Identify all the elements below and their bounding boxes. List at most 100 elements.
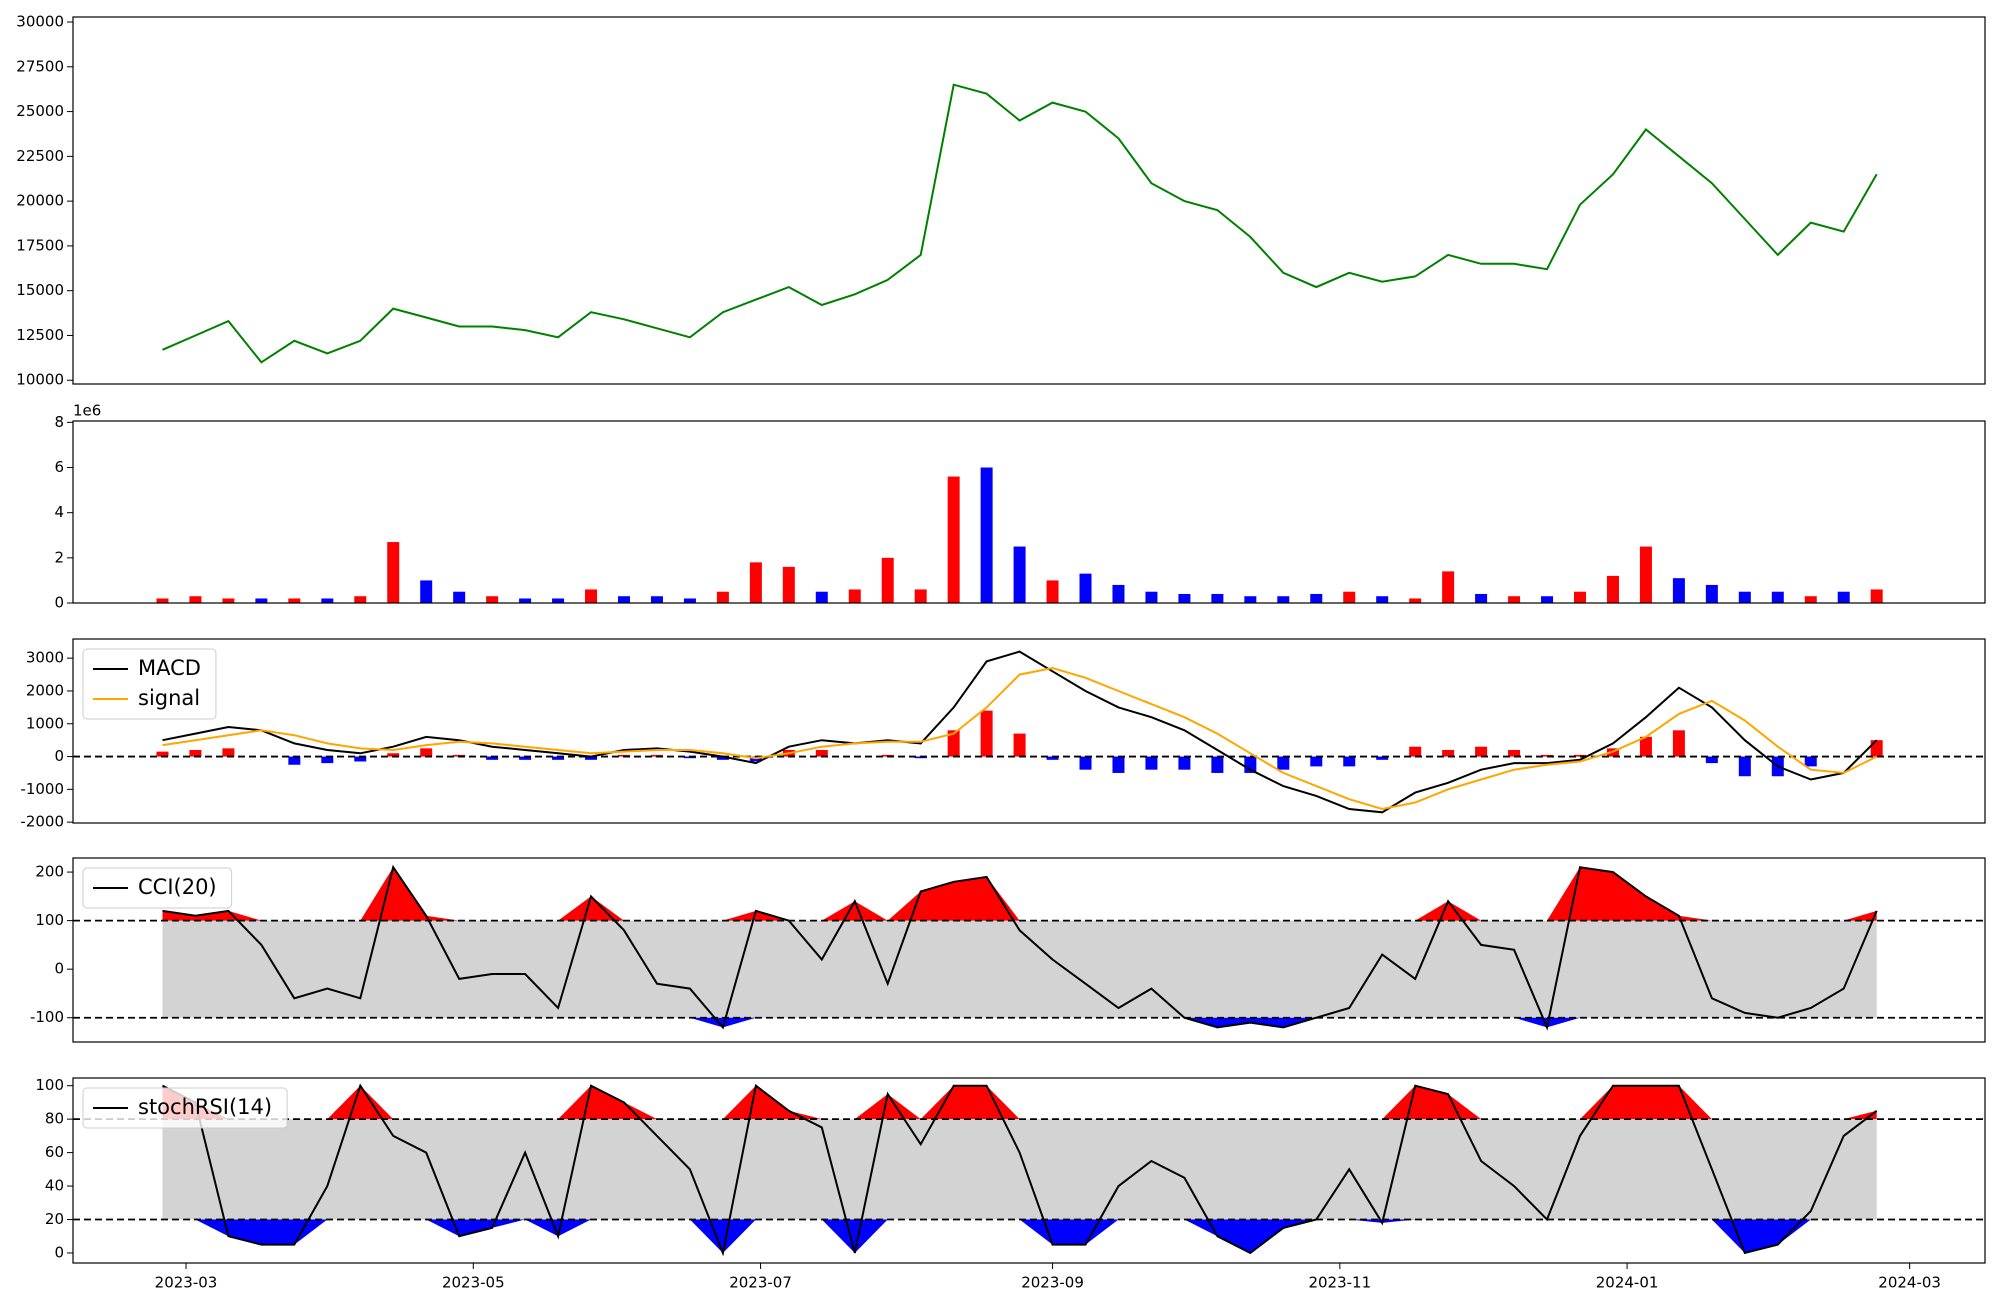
volume-bar: [1046, 580, 1059, 603]
volume-bar: [552, 598, 565, 603]
histogram-bar: [1508, 749, 1521, 757]
x-tick-label: 2023-03: [155, 1274, 218, 1292]
volume-bar: [1705, 584, 1718, 603]
volume-bar: [1277, 596, 1290, 603]
band-fill: [162, 1119, 1877, 1220]
y-tick-label: 40: [45, 1177, 64, 1195]
volume-bar: [1541, 596, 1554, 603]
volume-bar: [1639, 546, 1652, 603]
histogram-bar: [1310, 756, 1323, 767]
volume-bar: [1013, 546, 1026, 603]
histogram-bar: [1112, 756, 1125, 773]
volume-bar: [716, 591, 729, 603]
histogram-bar: [1376, 756, 1389, 760]
histogram-bar: [1738, 756, 1751, 777]
price-line: [162, 83, 1878, 364]
histogram-bar: [288, 756, 301, 765]
histogram-bar: [354, 756, 367, 762]
volume-bar: [782, 566, 795, 603]
histogram-bar: [1475, 746, 1488, 757]
histogram-bar: [1178, 756, 1191, 770]
volume-bar: [617, 596, 630, 603]
volume-bar: [519, 598, 532, 603]
volume-bar: [1804, 596, 1817, 603]
y-tick-label: 0: [54, 594, 64, 612]
legend-label: CCI(20): [138, 875, 217, 899]
volume-bar: [1672, 578, 1685, 603]
histogram-bar: [156, 751, 169, 757]
upper-fill: [162, 867, 1877, 921]
y-tick-label: 1000: [26, 714, 64, 732]
histogram-bar: [1211, 756, 1224, 773]
volume-bar: [848, 589, 861, 603]
volume-bar: [1606, 575, 1619, 603]
y-tick-label: 60: [45, 1143, 64, 1161]
y-tick-label: 25000: [16, 102, 64, 120]
volume-bar: [683, 598, 696, 603]
volume-bar: [1211, 593, 1224, 603]
volume-bar: [255, 598, 268, 603]
volume-bar: [222, 598, 235, 603]
y-tick-label: 4: [54, 503, 64, 521]
indicator-line: [162, 650, 1878, 814]
volume-bar: [1244, 596, 1257, 603]
volume-bar: [1738, 591, 1751, 603]
y-tick-label: -100: [30, 1008, 64, 1026]
y-tick-label: 22500: [16, 147, 64, 165]
panel: 0 20 40 60 80 100 2023-03 2023-05 2023-07 2023-09…: [35, 1076, 1986, 1292]
volume-bar: [453, 591, 466, 603]
histogram-bar: [980, 710, 993, 757]
y-tick-label: 0: [54, 960, 64, 978]
band-fill: [162, 920, 1877, 1018]
y-tick-label: 3000: [26, 649, 64, 667]
histogram-bar: [947, 730, 960, 757]
histogram-bar: [387, 753, 400, 757]
volume-bar: [1079, 573, 1092, 603]
legend-box: [82, 1087, 288, 1129]
histogram-bar: [1046, 756, 1059, 760]
legend-label: stochRSI(14): [138, 1095, 272, 1119]
legend: stochRSI(14): [82, 1087, 288, 1129]
y-tick-label: 6: [54, 458, 64, 476]
lower-fill: [162, 1017, 1877, 1028]
volume-bar: [914, 589, 927, 603]
histogram-bar: [1870, 740, 1883, 757]
y-tick-label: 100: [35, 911, 64, 929]
y-tick-label: -1000: [20, 780, 64, 798]
panel: -2000 -1000 0 1000 2000 3000 MACD signal: [20, 638, 1986, 831]
volume-bar: [1475, 593, 1488, 603]
volume-bar: [1409, 598, 1422, 603]
volume-bar: [1145, 591, 1158, 603]
legend-label: MACD: [138, 656, 201, 680]
x-tick-label: 2023-11: [1308, 1274, 1371, 1292]
volume-bar: [1178, 593, 1191, 603]
volume-bar: [1442, 571, 1455, 603]
x-tick-label: 2024-03: [1878, 1274, 1941, 1292]
histogram-bar: [1145, 756, 1158, 770]
y-tick-label: 20: [45, 1210, 64, 1228]
legend-box: [82, 867, 233, 909]
y-tick-label: 80: [45, 1110, 64, 1128]
volume-bar: [420, 580, 433, 603]
axes-frame: [72, 16, 1986, 385]
volume-bar: [387, 542, 400, 603]
volume-bar: [1508, 596, 1521, 603]
histogram-bar: [1409, 746, 1422, 757]
histogram-bar: [1442, 749, 1455, 757]
volume-bar: [1573, 591, 1586, 603]
panel: -100 0 100 200 CCI(20): [30, 857, 1986, 1043]
histogram-bar: [1079, 756, 1092, 770]
axes-frame: [72, 420, 1986, 604]
histogram-bar: [1804, 756, 1817, 767]
x-tick-label: 2023-09: [1021, 1274, 1084, 1292]
x-tick-label: 2023-05: [442, 1274, 505, 1292]
histogram-bar: [1343, 756, 1356, 767]
volume-bar: [1310, 593, 1323, 603]
histogram-bar: [1573, 754, 1586, 757]
y-tick-label: 0: [54, 747, 64, 765]
histogram-bar: [1672, 730, 1685, 757]
y-tick-label: 0: [54, 1243, 64, 1261]
legend-label: signal: [138, 686, 200, 710]
upper-fill: [162, 1085, 1877, 1120]
